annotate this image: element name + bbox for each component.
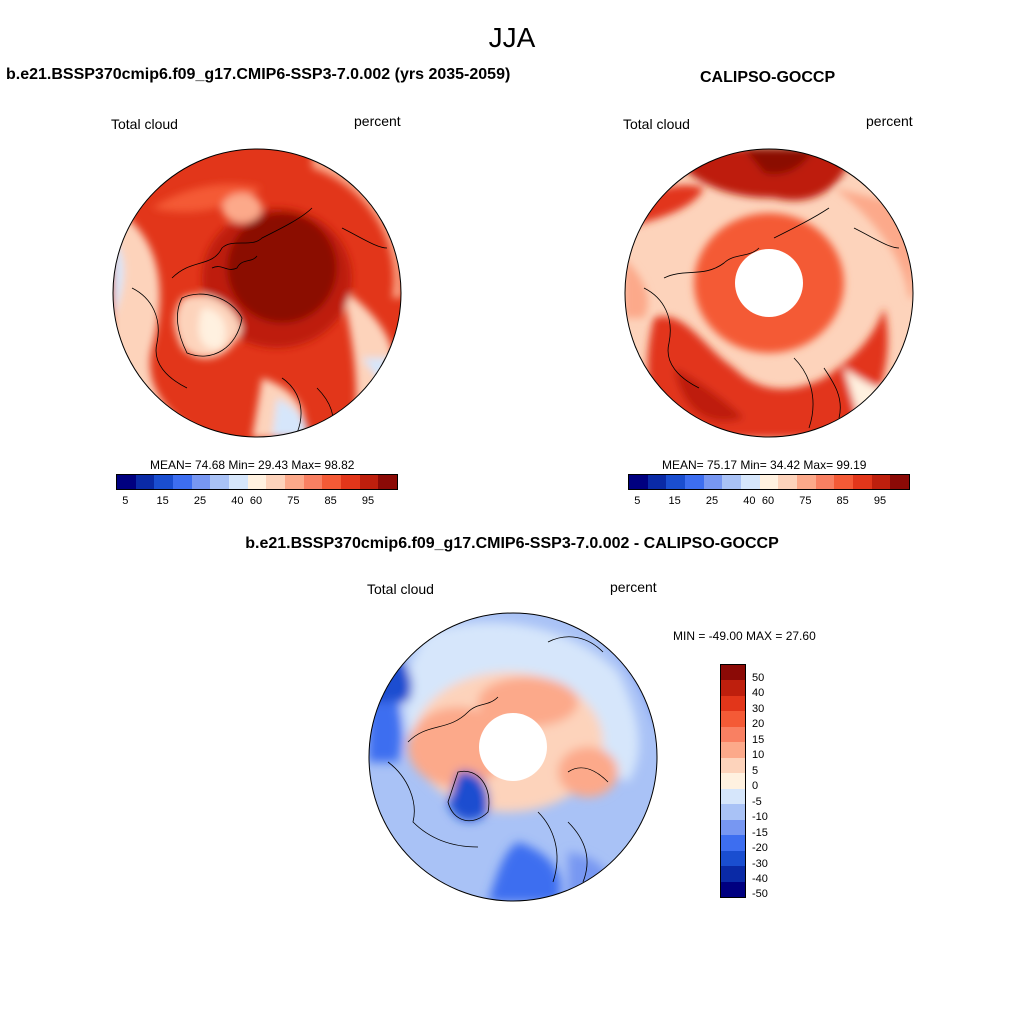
diff-colorbar-swatch	[721, 773, 745, 789]
diff-colorbar-swatch	[721, 726, 745, 743]
diff-colorbar-swatch	[721, 819, 745, 836]
diff-colorbar-label: -5	[752, 795, 762, 808]
model-colorbar-swatch	[341, 475, 360, 489]
obs-colorbar-swatch	[778, 475, 798, 489]
diff-colorbar-swatch	[721, 804, 745, 820]
obs-colorbar-swatch	[815, 475, 835, 489]
diff-colorbar-label: 20	[752, 718, 765, 731]
diff-panel-title: b.e21.BSSP370cmip6.f09_g17.CMIP6-SSP3-7.…	[245, 535, 779, 552]
model-colorbar-label: 5	[122, 495, 129, 507]
diff-colorbar-swatch	[721, 695, 745, 712]
obs-colorbar-swatch	[741, 475, 760, 489]
model-colorbar	[116, 474, 398, 490]
diff-colorbar-label: 5	[752, 764, 759, 777]
diff-colorbar-swatch	[721, 835, 745, 851]
obs-colorbar-swatch	[629, 475, 648, 489]
diff-stats: MIN = -49.00 MAX = 27.60	[673, 629, 816, 643]
obs-colorbar-label: 95	[873, 495, 887, 507]
obs-colorbar-swatch	[853, 475, 872, 489]
diff-colorbar-swatch	[721, 788, 745, 805]
model-colorbar-swatch	[247, 475, 267, 489]
model-colorbar-labels: 5 15 25 40 60 75 85 95	[116, 495, 396, 509]
model-polar-map	[112, 148, 402, 438]
model-colorbar-label: 85	[324, 495, 337, 507]
obs-variable-label: Total cloud	[623, 116, 690, 132]
obs-colorbar-swatch	[834, 475, 854, 489]
model-colorbar-label: 60	[249, 495, 263, 507]
diff-colorbar-label: 0	[752, 780, 759, 793]
model-panel-title: b.e21.BSSP370cmip6.f09_g17.CMIP6-SSP3-7.…	[6, 66, 511, 83]
diff-polar-map	[368, 612, 658, 902]
model-colorbar-label: 75	[287, 495, 300, 507]
diff-colorbar-label: 15	[752, 733, 765, 746]
obs-colorbar-label: 25	[705, 495, 719, 507]
obs-colorbar-label: 85	[836, 495, 849, 507]
model-colorbar-swatch	[191, 475, 211, 489]
diff-colorbar-swatch	[721, 757, 745, 774]
model-colorbar-swatch	[285, 475, 304, 489]
obs-colorbar-swatch	[647, 475, 667, 489]
obs-colorbar-label: 60	[761, 495, 775, 507]
season-title: JJA	[488, 22, 536, 53]
diff-colorbar-label: 30	[752, 702, 765, 715]
model-colorbar-swatch	[173, 475, 192, 489]
obs-colorbar	[628, 474, 910, 490]
obs-colorbar-swatch	[890, 475, 910, 489]
model-colorbar-label: 25	[193, 495, 207, 507]
diff-colorbar	[720, 664, 746, 898]
diff-colorbar-swatch	[721, 866, 745, 882]
obs-colorbar-swatch	[685, 475, 704, 489]
model-units-label: percent	[354, 113, 401, 129]
model-colorbar-swatch	[359, 475, 379, 489]
obs-colorbar-labels: 5 15 25 40 60 75 85 95	[628, 495, 908, 509]
obs-panel-title: CALIPSO-GOCCP	[700, 69, 836, 86]
diff-colorbar-label: 10	[752, 749, 765, 762]
obs-colorbar-label: 5	[634, 495, 641, 507]
diff-colorbar-label: -20	[752, 842, 768, 855]
model-colorbar-swatch	[303, 475, 323, 489]
diff-variable-label: Total cloud	[367, 581, 434, 597]
obs-colorbar-label: 75	[799, 495, 812, 507]
obs-colorbar-swatch	[759, 475, 779, 489]
model-colorbar-swatch	[154, 475, 174, 489]
diff-colorbar-swatch	[721, 680, 745, 696]
obs-colorbar-swatch	[703, 475, 723, 489]
diff-units-label: percent	[610, 579, 657, 595]
model-colorbar-swatch	[229, 475, 248, 489]
diff-colorbar-swatch	[721, 742, 745, 758]
diff-colorbar-swatch	[721, 711, 745, 727]
obs-colorbar-swatch	[871, 475, 891, 489]
obs-units-label: percent	[866, 113, 913, 129]
obs-stats: MEAN= 75.17 Min= 34.42 Max= 99.19	[662, 458, 867, 472]
diff-colorbar-labels: 50 40 30 20 15 10 5 0 -5 -10 -15 -20 -30 -40 -50	[752, 664, 792, 901]
model-colorbar-swatch	[266, 475, 286, 489]
diff-colorbar-label: -50	[752, 888, 768, 901]
model-colorbar-label: 40	[231, 495, 244, 507]
diff-colorbar-label: -15	[752, 826, 768, 839]
obs-colorbar-label: 40	[743, 495, 756, 507]
obs-colorbar-swatch	[722, 475, 742, 489]
model-colorbar-swatch	[210, 475, 230, 489]
model-colorbar-label: 15	[156, 495, 169, 507]
obs-colorbar-swatch	[797, 475, 816, 489]
diff-colorbar-label: 50	[752, 671, 765, 684]
diff-colorbar-swatch	[721, 850, 745, 867]
model-stats: MEAN= 74.68 Min= 29.43 Max= 98.82	[150, 458, 355, 472]
diff-colorbar-label: -10	[752, 811, 768, 824]
model-colorbar-swatch	[117, 475, 136, 489]
diff-colorbar-label: -40	[752, 872, 768, 885]
diff-colorbar-swatch	[721, 881, 745, 898]
model-colorbar-label: 95	[361, 495, 375, 507]
obs-colorbar-label: 15	[668, 495, 681, 507]
diff-colorbar-label: 40	[752, 687, 765, 700]
model-colorbar-swatch	[378, 475, 398, 489]
model-colorbar-swatch	[135, 475, 155, 489]
diff-colorbar-swatch	[721, 665, 745, 681]
model-colorbar-swatch	[322, 475, 342, 489]
diff-colorbar-label: -30	[752, 857, 768, 870]
obs-colorbar-swatch	[666, 475, 686, 489]
obs-polar-map	[624, 148, 914, 438]
model-variable-label: Total cloud	[111, 116, 178, 132]
